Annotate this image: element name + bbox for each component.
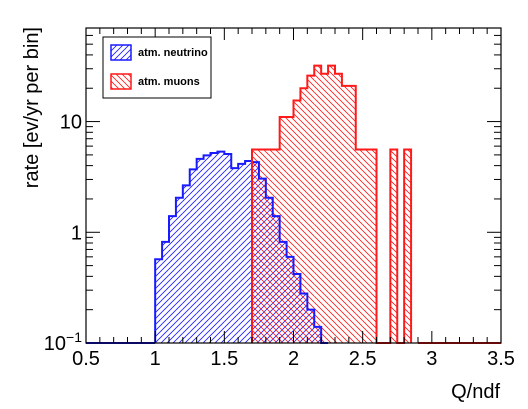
legend-label-muons: atm. muons (138, 76, 200, 88)
bin-fill-muons (252, 149, 259, 343)
axis-ticks (85, 27, 502, 344)
bin-fill-neutrino (175, 197, 183, 343)
y-tick-label: 10 (60, 112, 82, 134)
y-tick-label: 1 (71, 222, 82, 244)
bin-fill-muons (300, 88, 308, 343)
series-outline-muons (251, 64, 413, 344)
bin-fill-muons (328, 65, 335, 344)
bin-fill-muons (265, 149, 273, 343)
x-tick-label: 3.5 (487, 348, 515, 370)
bin-fill-muons (390, 149, 398, 343)
legend-label-neutrino: atm. neutrino (138, 47, 208, 59)
bin-fill-neutrino (189, 169, 197, 343)
x-tick-label: 1.5 (210, 348, 238, 370)
bin-fill-muons (314, 65, 322, 344)
bin-fill-neutrino (196, 158, 204, 343)
bin-fill-neutrino (231, 168, 239, 343)
bin-fill-muons (307, 75, 315, 343)
bin-fill-muons (335, 73, 342, 343)
bin-fill-muons (258, 149, 266, 343)
bin-fill-neutrino (210, 153, 218, 343)
series-outline-neutrino (154, 150, 329, 344)
bin-fill-muons (348, 85, 356, 344)
bin-fill-neutrino (182, 185, 190, 343)
bin-fill-neutrino (203, 155, 211, 343)
bin-fill-neutrino (245, 161, 252, 343)
bin-fill-muons (321, 73, 329, 343)
bin-fill-muons (362, 149, 370, 343)
bin-fill-neutrino (169, 216, 176, 343)
bin-fill-neutrino (162, 241, 169, 343)
y-axis-title: rate [ev/yr per bin] (21, 27, 43, 188)
bin-fill-muons (355, 149, 363, 343)
x-tick-label: 0.5 (72, 348, 100, 370)
legend-swatch-muons (110, 73, 132, 90)
bin-fill-muons (286, 116, 294, 343)
bin-fill-neutrino (238, 163, 246, 343)
bin-fill-muons (404, 149, 412, 343)
x-tick-label: 3 (426, 348, 437, 370)
x-axis-title: Q/ndf (451, 381, 500, 403)
bin-fill-muons (293, 100, 301, 344)
bin-fill-neutrino (217, 151, 225, 343)
legend-swatch-neutrino (110, 44, 132, 61)
bin-fill-neutrino (155, 259, 163, 343)
bin-fill-neutrino (224, 153, 232, 343)
bin-fill-muons (369, 149, 377, 343)
legend: atm. neutrino atm. muons (102, 36, 212, 99)
x-tick-label: 1 (150, 348, 161, 370)
x-tick-label: 2 (288, 348, 299, 370)
bin-fill-muons (341, 85, 349, 344)
histogram-fills (155, 65, 412, 344)
bin-fill-muons (279, 116, 287, 343)
y-tick-label: 10−1 (44, 329, 82, 355)
bin-fill-muons (272, 149, 280, 343)
x-tick-label: 2.5 (349, 348, 377, 370)
tick-labels: 0.5 1 1.5 2 2.5 3 3.5 10−1 1 10 (44, 112, 515, 370)
